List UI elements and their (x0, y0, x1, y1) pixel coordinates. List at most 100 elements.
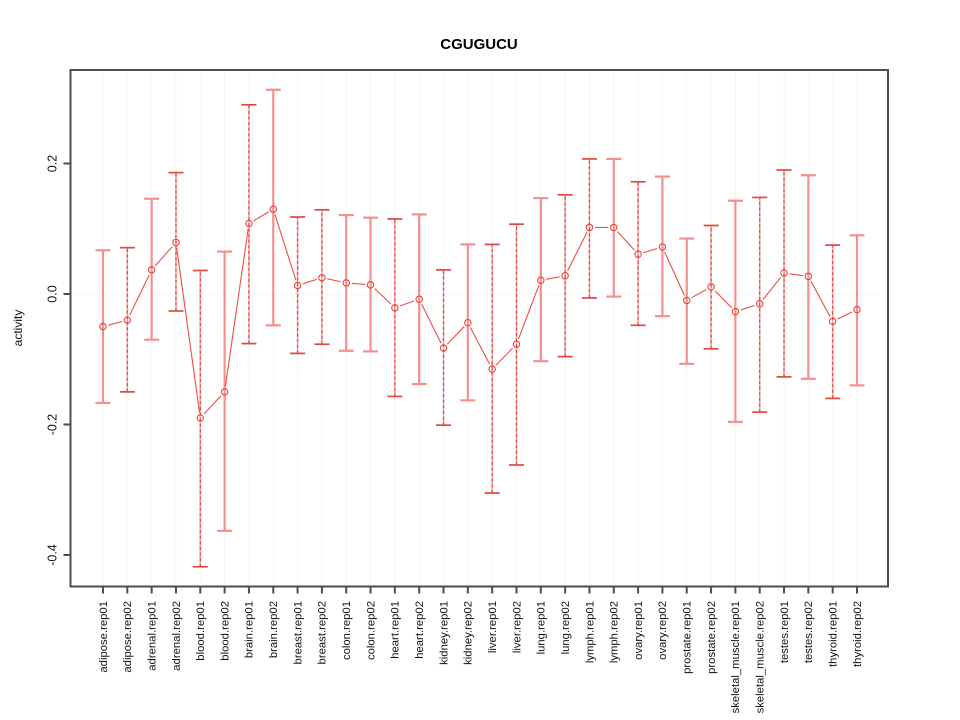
x-tick-label: kidney.rep02 (463, 601, 475, 665)
x-tick-label: breast.rep02 (317, 601, 329, 664)
data-point (755, 300, 764, 308)
plot-frame (69, 69, 889, 588)
data-point (707, 283, 715, 291)
y-tick-label: 0.0 (46, 285, 60, 302)
series-segment (421, 303, 442, 344)
x-tick-label: testes.rep01 (779, 601, 791, 663)
series-segment (129, 274, 150, 316)
series-segment (567, 232, 588, 272)
data-point (488, 365, 496, 373)
x-tick-label: prostate.rep01 (682, 601, 694, 674)
series-segment (446, 326, 465, 345)
x-tick-label: colon.rep01 (341, 601, 353, 660)
data-point (391, 303, 399, 312)
data-point (245, 219, 253, 228)
series-segment (517, 285, 540, 340)
series-segment (740, 304, 755, 311)
series-segment (714, 290, 732, 309)
x-tick-label: adipose.rep02 (122, 601, 134, 673)
data-point (512, 340, 521, 348)
x-tick-label: adipose.rep01 (98, 601, 110, 673)
series-segment (762, 277, 782, 300)
y-tick-label: -0.2 (46, 414, 60, 436)
series-segment (224, 228, 249, 387)
data-point (269, 205, 278, 213)
x-tick-label: thyroid.rep01 (827, 601, 839, 667)
data-point (366, 281, 375, 289)
y-axis-label: activity (11, 310, 25, 347)
data-point (853, 305, 861, 314)
series-segment (108, 320, 123, 326)
x-tick-label: skeletal_muscle.rep01 (730, 601, 742, 713)
x-tick-label: ovary.rep02 (657, 601, 669, 660)
series-segment (664, 251, 685, 296)
data-point (196, 414, 205, 422)
x-tick-label: blood.rep01 (195, 601, 207, 661)
series-segment (274, 214, 297, 281)
series-segment (810, 280, 831, 317)
series-segment (617, 231, 635, 251)
data-point (342, 279, 350, 287)
x-tick-label: blood.rep02 (219, 601, 231, 661)
chart-title: CGUGUCU (440, 36, 518, 53)
x-tick-label: thyroid.rep02 (852, 601, 864, 667)
data-point (634, 250, 642, 258)
data-point (123, 316, 132, 324)
data-point (804, 272, 813, 281)
data-point (731, 307, 740, 316)
series-segment (789, 273, 803, 277)
x-tick-label: kidney.rep01 (438, 601, 450, 665)
series-segment (374, 288, 392, 305)
x-tick-label: heart.rep02 (414, 601, 426, 659)
x-tick-label: adrenal.rep02 (171, 601, 183, 671)
series-segment (253, 211, 269, 222)
data-point (415, 295, 423, 303)
series-segment (643, 248, 658, 254)
x-tick-label: ovary.rep01 (633, 601, 645, 660)
data-point (537, 276, 545, 285)
x-tick-label: colon.rep02 (365, 601, 377, 660)
series-segment (176, 247, 201, 413)
data-point (780, 269, 788, 277)
data-point (293, 281, 302, 290)
x-tick-label: liver.rep02 (511, 601, 523, 653)
x-tick-label: skeletal_muscle.rep02 (755, 601, 767, 713)
data-point (682, 296, 691, 305)
x-tick-label: lung.rep01 (536, 601, 548, 654)
series-segment (327, 278, 341, 283)
series-segment (469, 327, 491, 365)
x-tick-label: breast.rep01 (292, 601, 304, 664)
data-point (561, 271, 569, 280)
data-point (464, 318, 472, 327)
data-point (585, 223, 594, 232)
data-point (147, 266, 156, 274)
x-tick-label: brain.rep02 (268, 601, 280, 658)
data-point (172, 238, 180, 247)
x-tick-label: testes.rep02 (803, 601, 815, 663)
x-tick-label: lung.rep02 (560, 601, 572, 654)
x-tick-label: liver.rep01 (487, 601, 499, 653)
data-point (318, 273, 326, 282)
data-point (610, 223, 618, 232)
x-tick-label: heart.rep01 (390, 601, 402, 659)
data-point (220, 388, 229, 396)
data-point (828, 317, 837, 326)
x-tick-label: lymph.rep02 (609, 601, 621, 663)
series-segment (546, 276, 560, 280)
y-tick-label: 0.2 (46, 155, 60, 172)
data-point (658, 243, 667, 251)
series-segment (302, 278, 317, 285)
series-segment (691, 289, 707, 299)
data-point (99, 322, 107, 331)
series-segment (351, 282, 366, 285)
plot-area: 0.2 0.0 -0.2 -0.4 adipose.rep01 adipose.rep02… (46, 69, 889, 713)
series-segment (495, 347, 514, 366)
series-segment (154, 246, 173, 267)
x-tick-label: brain.rep01 (244, 601, 256, 658)
series-segment (203, 395, 222, 415)
series-segment (837, 311, 853, 320)
series-segment (399, 300, 415, 307)
x-tick-label: adrenal.rep01 (146, 601, 158, 671)
